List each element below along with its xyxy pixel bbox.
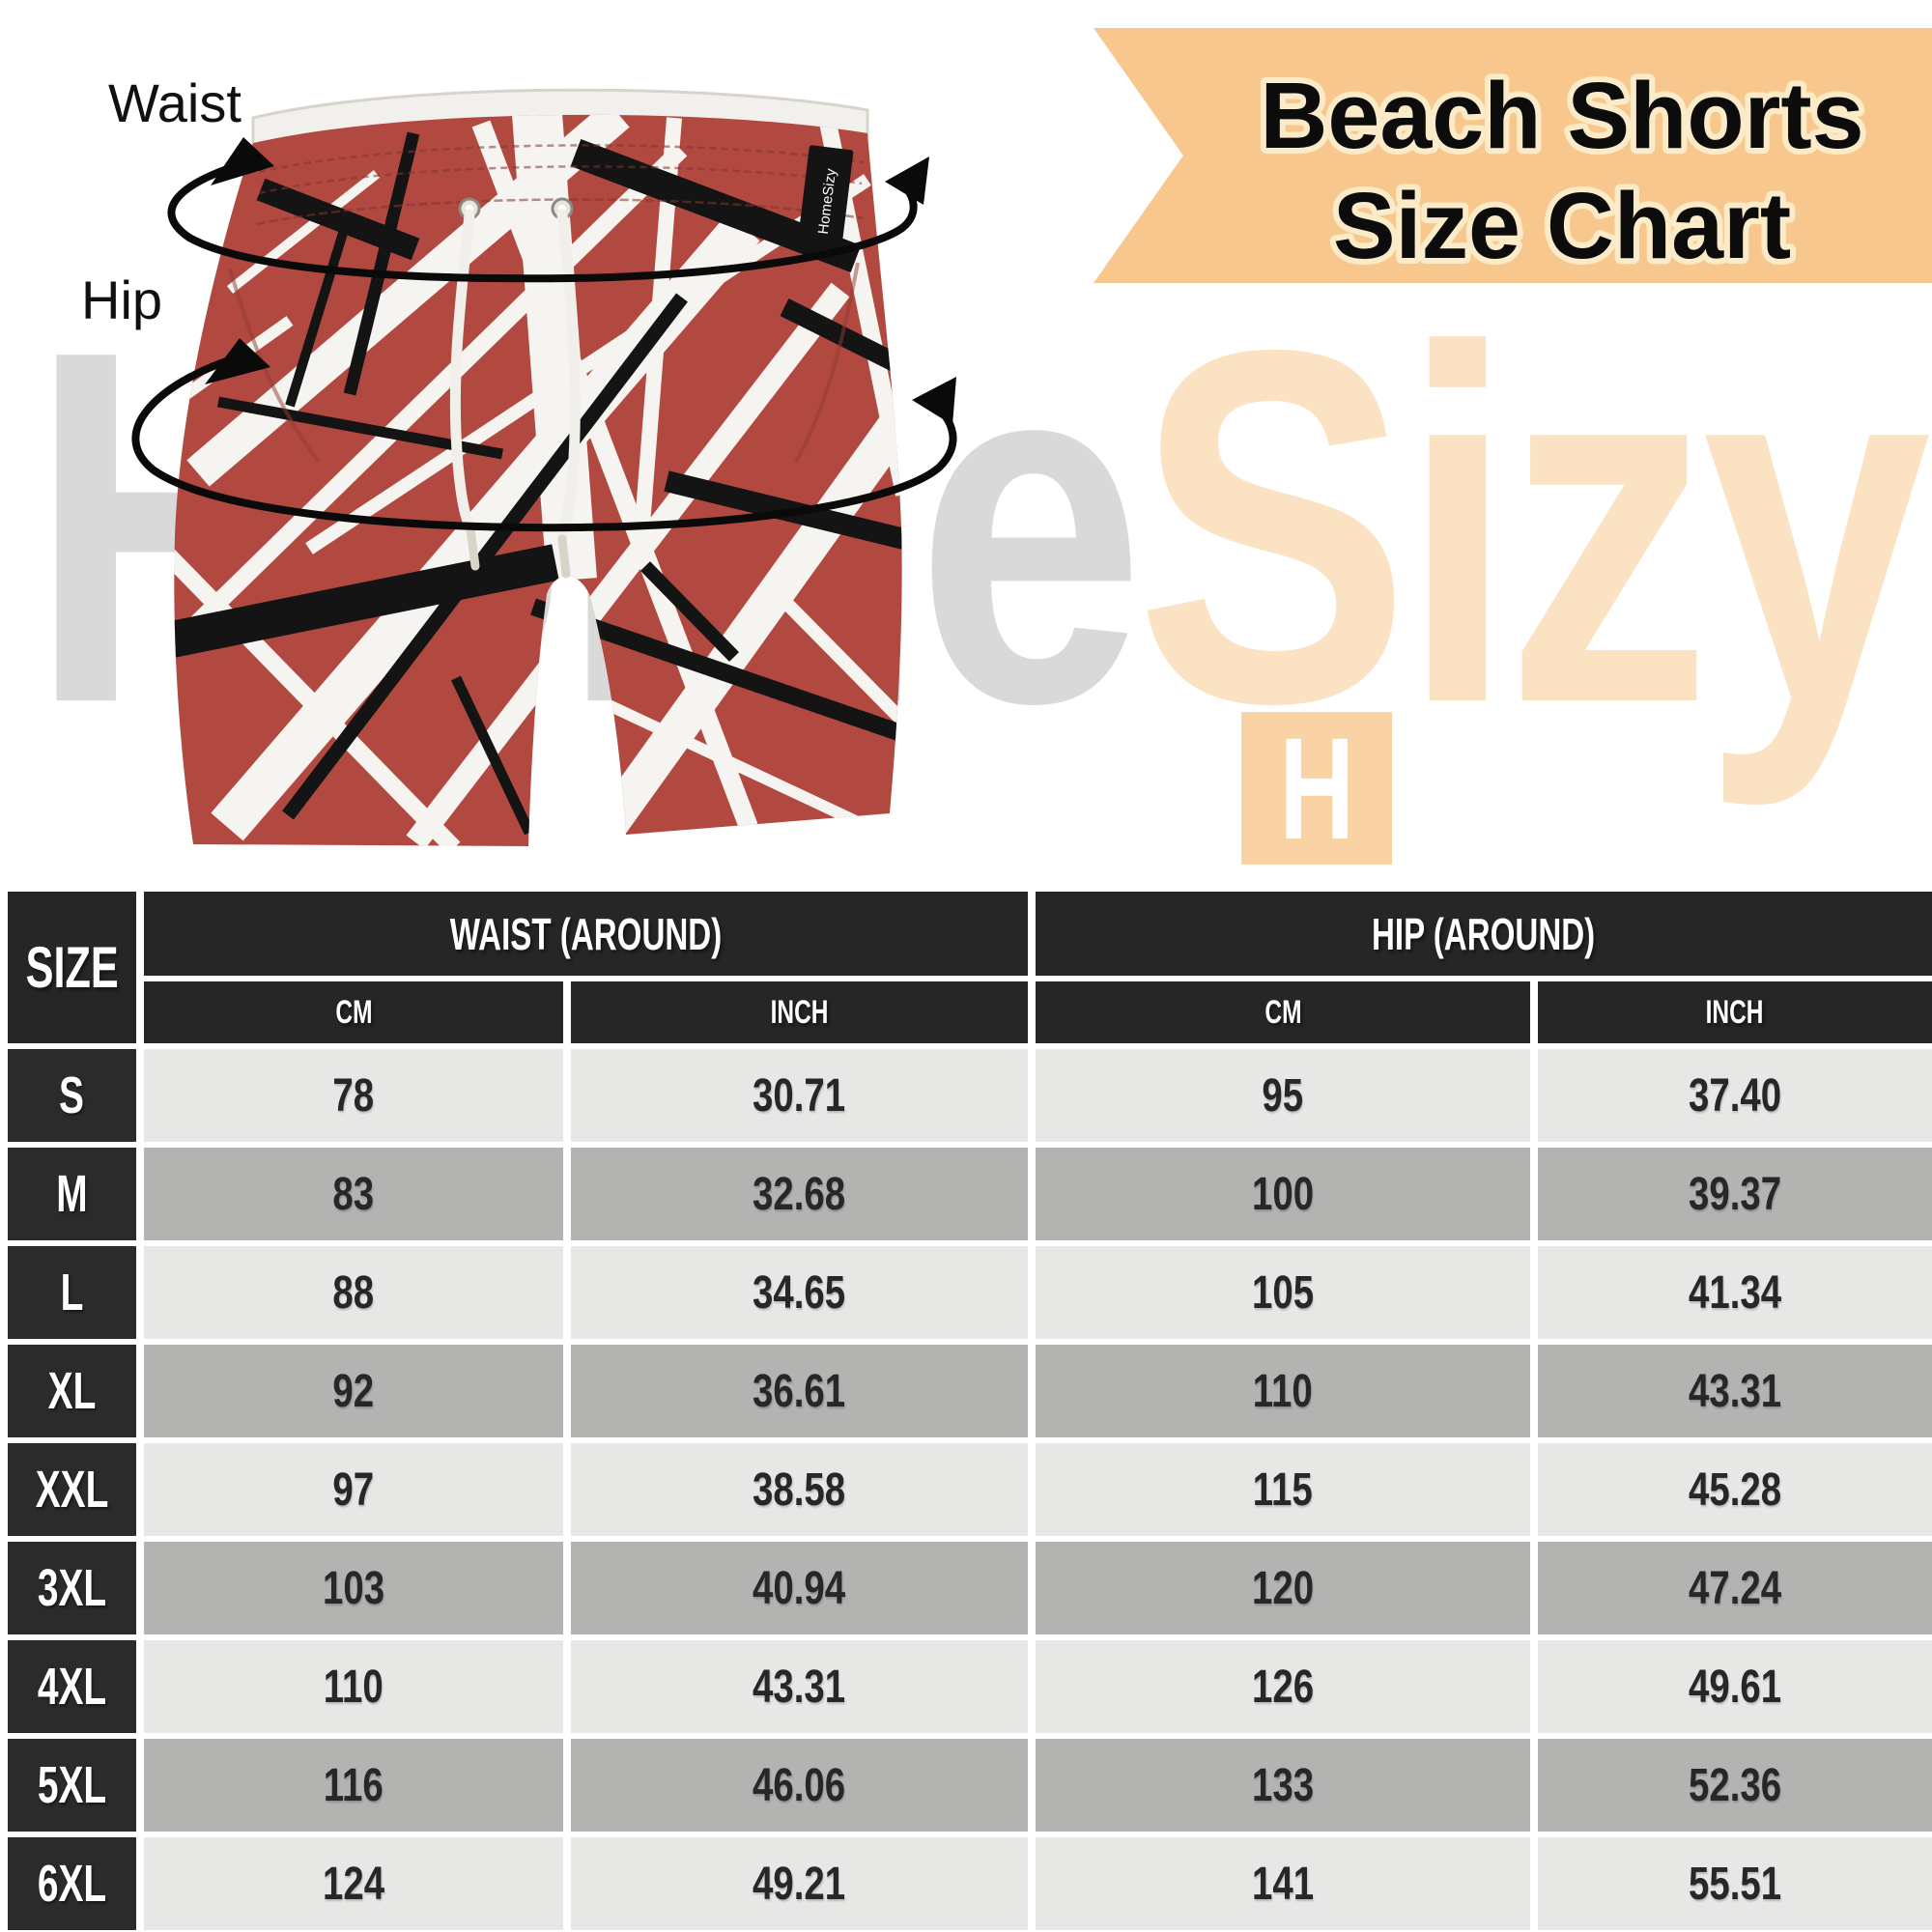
hip-inch-value: 41.34 xyxy=(1538,1246,1932,1339)
hip-inch-value: 52.36 xyxy=(1538,1739,1932,1832)
banner-title-line2: Size Chart xyxy=(1333,173,1791,278)
size-label: 4XL xyxy=(8,1640,136,1733)
size-label: 6XL xyxy=(8,1837,136,1930)
hip-arrow xyxy=(131,355,957,532)
watermark-sizy: Sizy xyxy=(1135,246,1931,808)
waist-inch-value: 40.94 xyxy=(571,1542,1028,1634)
hip-cm-value: 126 xyxy=(1036,1640,1530,1733)
brand-logo: H xyxy=(1241,712,1392,865)
waist-inch-value: 38.58 xyxy=(571,1443,1028,1536)
hip-inch-value: 47.24 xyxy=(1538,1542,1932,1634)
size-label: 3XL xyxy=(8,1542,136,1634)
hip-cm-value: 141 xyxy=(1036,1837,1530,1930)
waist-cm-header: CM xyxy=(144,981,563,1043)
waist-cm-value: 103 xyxy=(144,1542,563,1634)
hip-cm-value: 110 xyxy=(1036,1345,1530,1437)
hip-cm-value: 115 xyxy=(1036,1443,1530,1536)
size-label: S xyxy=(8,1049,136,1142)
hip-inch-value: 45.28 xyxy=(1538,1443,1932,1536)
hip-label: Hip xyxy=(81,270,163,330)
waist-inch-value: 36.61 xyxy=(571,1345,1028,1437)
waist-inch-value: 46.06 xyxy=(571,1739,1028,1832)
hip-cm-value: 133 xyxy=(1036,1739,1530,1832)
waist-cm-value: 97 xyxy=(144,1443,563,1536)
hip-cm-header: CM xyxy=(1036,981,1530,1043)
waist-inch-value: 43.31 xyxy=(571,1640,1028,1733)
waist-inch-value: 34.65 xyxy=(571,1246,1028,1339)
size-label: M xyxy=(8,1148,136,1240)
waist-cm-value: 78 xyxy=(144,1049,563,1142)
hip-cm-value: 120 xyxy=(1036,1542,1530,1634)
hip-cm-value: 95 xyxy=(1036,1049,1530,1142)
waist-cm-value: 88 xyxy=(144,1246,563,1339)
brand-logo-letter: H xyxy=(1278,707,1354,869)
waist-group-header: WAIST (AROUND) xyxy=(144,892,1028,976)
waist-cm-value: 92 xyxy=(144,1345,563,1437)
hip-cm-value: 100 xyxy=(1036,1148,1530,1240)
size-label: XXL xyxy=(8,1443,136,1536)
waist-cm-value: 110 xyxy=(144,1640,563,1733)
banner-title-line1: Beach Shorts xyxy=(1260,63,1863,168)
size-label: 5XL xyxy=(8,1739,136,1832)
size-column-header: SIZE xyxy=(8,892,136,1043)
waist-inch-header: INCH xyxy=(571,981,1028,1043)
shorts-brand-tag: HomeSizy xyxy=(798,145,854,242)
hip-inch-value: 39.37 xyxy=(1538,1148,1932,1240)
waist-inch-value: 49.21 xyxy=(571,1837,1028,1930)
title-banner: Beach Shorts Size Chart xyxy=(1094,28,1932,283)
waist-arrowheads xyxy=(211,137,929,205)
waist-inch-value: 30.71 xyxy=(571,1049,1028,1142)
hip-inch-value: 49.61 xyxy=(1538,1640,1932,1733)
hip-inch-value: 55.51 xyxy=(1538,1837,1932,1930)
hip-inch-header: INCH xyxy=(1538,981,1932,1043)
hip-cm-value: 105 xyxy=(1036,1246,1530,1339)
hip-arrowheads xyxy=(205,338,956,425)
hip-inch-value: 43.31 xyxy=(1538,1345,1932,1437)
waist-cm-value: 83 xyxy=(144,1148,563,1240)
waist-label: Waist xyxy=(108,72,242,133)
waist-inch-value: 32.68 xyxy=(571,1148,1028,1240)
size-label: XL xyxy=(8,1345,136,1437)
size-label: L xyxy=(8,1246,136,1339)
hip-inch-value: 37.40 xyxy=(1538,1049,1932,1142)
size-table: SIZE WAIST (AROUND) HIP (AROUND) CM INCH… xyxy=(8,892,1932,1930)
waist-arrow xyxy=(167,156,918,283)
stripe-pattern xyxy=(174,114,902,846)
waist-cm-value: 124 xyxy=(144,1837,563,1930)
hip-group-header: HIP (AROUND) xyxy=(1036,892,1932,976)
waist-cm-value: 116 xyxy=(144,1739,563,1832)
